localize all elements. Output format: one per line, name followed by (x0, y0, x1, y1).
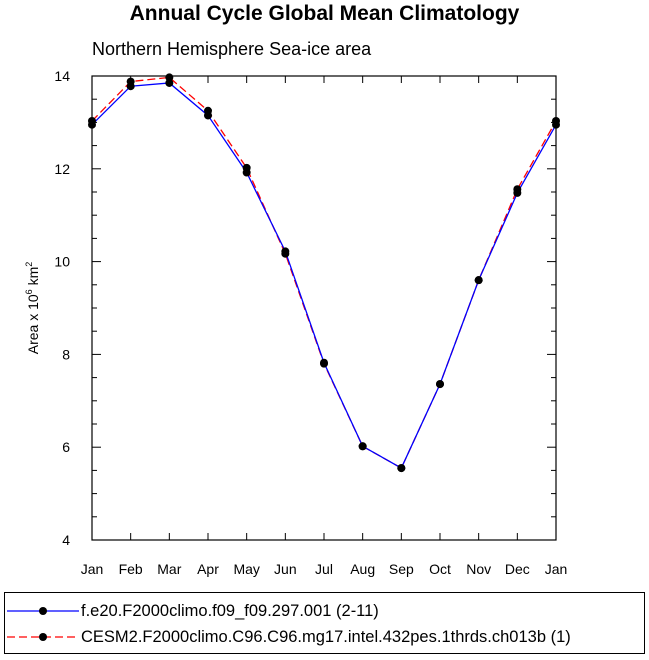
y-axis-label-exp: 6 (24, 289, 34, 294)
y-tick-label: 4 (62, 532, 70, 548)
y-axis-label-text: Area x 10 (25, 294, 41, 354)
x-tick-label: Nov (466, 561, 491, 577)
x-tick-label: May (233, 561, 259, 577)
y-axis-label-unit-exp: 2 (24, 262, 34, 267)
y-tick-label: 6 (62, 439, 70, 455)
x-tick-label: Apr (197, 561, 219, 577)
legend-swatch-1 (7, 607, 79, 615)
x-tick-label: Jan (545, 561, 568, 577)
series-1-point (513, 188, 522, 197)
series-1-point (397, 464, 406, 473)
legend-label-2: CESM2.F2000climo.C96.C96.mg17.intel.432p… (81, 628, 571, 646)
y-axis-label-unit-text: km (25, 267, 41, 286)
y-tick-label: 14 (54, 68, 70, 84)
series-1-point (165, 78, 174, 87)
legend-item-1: f.e20.F2000climo.f09_f09.297.001 (2-11) (5, 601, 644, 623)
legend-item-2: CESM2.F2000climo.C96.C96.mg17.intel.432p… (5, 627, 644, 649)
y-tick-label: 8 (62, 346, 70, 362)
x-tick-label: Sep (389, 561, 414, 577)
x-tick-label: Feb (119, 561, 143, 577)
plot-frame (91, 75, 557, 541)
series-1-point (204, 111, 212, 120)
x-tick-label: Mar (157, 561, 181, 577)
chart-title: Annual Cycle Global Mean Climatology (129, 2, 520, 25)
x-tick-label: Jan (81, 561, 104, 577)
series-line-2 (91, 76, 557, 469)
series-1-point (320, 358, 328, 367)
x-tick-label: Jun (274, 561, 297, 577)
x-tick-label: Oct (429, 561, 451, 577)
y-tick-label: 12 (54, 161, 70, 177)
x-tick-label: Jul (315, 561, 333, 577)
axis-ticks: Jan Feb Mar Apr May Jun Jul Aug Sep Oct Nov Dec Jan 4… (54, 68, 567, 577)
y-axis-label: Area x 106 km2 (24, 262, 41, 355)
y-tick-label: 10 (54, 254, 70, 270)
series-1-point (126, 82, 135, 91)
legend: f.e20.F2000climo.f09_f09.297.001 (2-11) … (4, 592, 645, 654)
chart-subtitle: Northern Hemisphere Sea-ice area (92, 39, 372, 59)
x-tick-label: Aug (350, 561, 375, 577)
series-1-point (552, 120, 560, 129)
legend-label-1: f.e20.F2000climo.f09_f09.297.001 (2-11) (81, 602, 379, 620)
series-1-point (436, 380, 444, 389)
series-1-point (242, 168, 251, 177)
series-line-1 (91, 82, 557, 469)
x-tick-label: Dec (505, 561, 530, 577)
series-layer (88, 73, 560, 473)
series-1-point (474, 276, 483, 285)
series-1-point (281, 247, 290, 256)
plot-area: Jan Feb Mar Apr May Jun Jul Aug Sep Oct Nov Dec Jan 4… (24, 68, 567, 577)
legend-swatch-2 (7, 633, 79, 641)
series-2-point (165, 73, 174, 82)
series-1-point (358, 442, 367, 451)
series-1-point (88, 120, 96, 129)
